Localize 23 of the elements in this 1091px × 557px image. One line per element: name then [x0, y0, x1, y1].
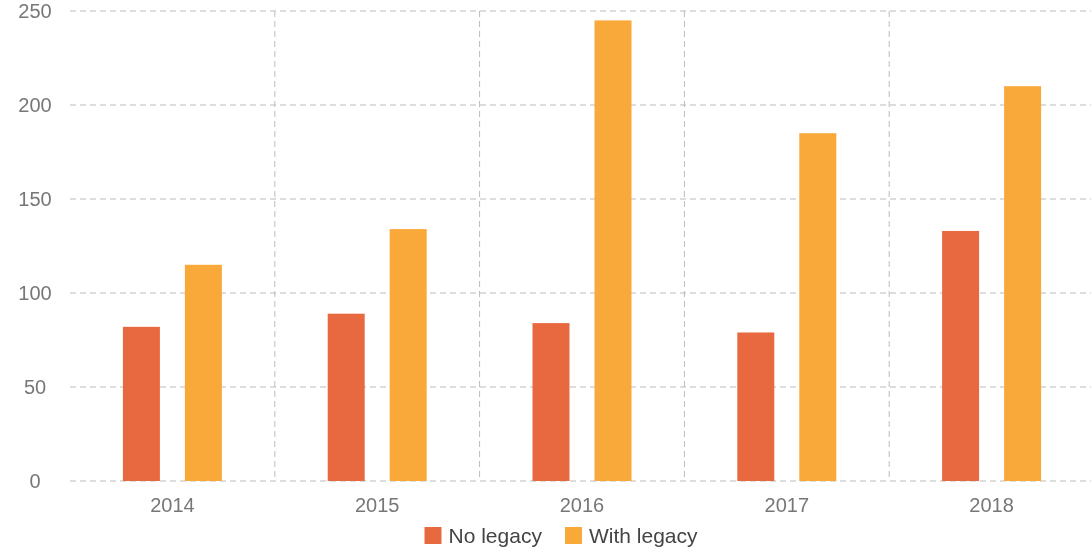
y-tick-label: 200	[18, 94, 52, 116]
x-tick-label: 2016	[559, 494, 605, 516]
y-tick-label: 100	[18, 282, 52, 304]
bar	[184, 264, 222, 481]
bar	[594, 20, 632, 481]
bar	[942, 230, 980, 481]
y-tick-label: 0	[29, 470, 41, 492]
bar	[799, 133, 837, 481]
bar	[737, 332, 775, 481]
bar	[389, 229, 427, 481]
bar	[327, 313, 365, 481]
legend-label: With legacy	[589, 524, 699, 547]
bar	[1004, 86, 1042, 481]
y-tick-label: 150	[18, 188, 52, 210]
y-tick-label: 50	[23, 376, 47, 398]
bar	[122, 326, 160, 481]
bar	[532, 323, 570, 481]
x-tick-label: 2014	[150, 494, 195, 516]
legend-label: No legacy	[448, 524, 543, 547]
x-tick-label: 2018	[969, 494, 1014, 516]
x-tick-label: 2017	[764, 494, 810, 516]
x-tick-label: 2015	[354, 494, 400, 516]
y-tick-label: 250	[18, 0, 52, 22]
